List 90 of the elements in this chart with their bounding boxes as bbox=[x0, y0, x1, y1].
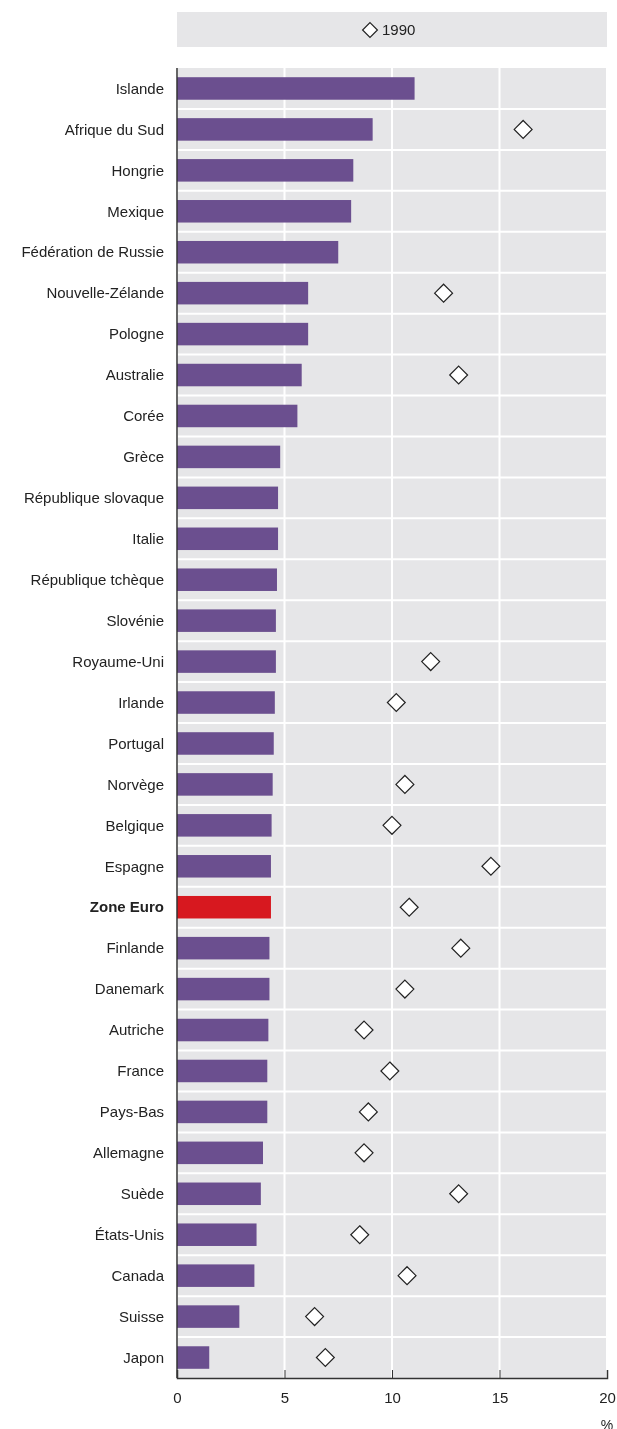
point bbox=[315, 1347, 335, 1368]
x-tick-label: 0 bbox=[173, 1388, 182, 1406]
bar bbox=[177, 1141, 263, 1165]
point bbox=[449, 365, 469, 385]
bar bbox=[177, 609, 276, 632]
point bbox=[350, 1225, 370, 1245]
x-tick-label: 20 bbox=[599, 1388, 616, 1406]
legend-label: 1990 bbox=[382, 21, 416, 39]
point bbox=[513, 119, 533, 139]
bar bbox=[177, 732, 274, 755]
y-tick-label: Suède bbox=[120, 1185, 164, 1203]
y-tick-label: République slovaque bbox=[23, 489, 164, 507]
y-tick-label: Pologne bbox=[108, 325, 164, 343]
y-tick-label: France bbox=[117, 1062, 164, 1080]
y-tick-label: Royaume-Uni bbox=[72, 652, 164, 670]
y-tick-label: Autriche bbox=[108, 1021, 164, 1039]
bar bbox=[177, 568, 277, 591]
point bbox=[354, 1020, 374, 1040]
point bbox=[434, 283, 454, 303]
y-tick-label: Mexique bbox=[107, 202, 164, 220]
x-tick-label: 5 bbox=[280, 1388, 290, 1406]
bar bbox=[177, 1018, 269, 1042]
y-tick-label: Suisse bbox=[118, 1307, 164, 1325]
point bbox=[395, 979, 415, 999]
bar bbox=[177, 1264, 255, 1287]
bar bbox=[177, 404, 298, 428]
y-tick-label: Australie bbox=[105, 366, 164, 384]
y-tick-label: Norvège bbox=[107, 775, 164, 793]
y-tick-label: Zone Euro bbox=[89, 898, 164, 916]
y-tick-label: Fédération de Russie bbox=[21, 243, 164, 261]
x-tick-label: 10 bbox=[384, 1388, 401, 1406]
bar bbox=[177, 977, 270, 1001]
bar bbox=[177, 691, 275, 714]
y-tick-label: Nouvelle-Zélande bbox=[46, 284, 164, 302]
y-tick-label: Irlande bbox=[118, 693, 164, 711]
y-tick-label: Corée bbox=[123, 407, 164, 425]
bar bbox=[177, 445, 281, 469]
bar bbox=[177, 118, 373, 141]
y-tick-label: Canada bbox=[111, 1266, 165, 1284]
bar bbox=[177, 486, 279, 510]
bar bbox=[177, 1305, 240, 1328]
bar bbox=[177, 159, 354, 182]
bar bbox=[177, 1100, 268, 1124]
bar bbox=[177, 527, 279, 551]
bar bbox=[177, 281, 309, 305]
y-tick-label: Belgique bbox=[105, 816, 164, 834]
bar bbox=[177, 936, 270, 960]
y-tick-label: République tchèque bbox=[30, 570, 164, 588]
bar bbox=[177, 895, 271, 919]
bar bbox=[177, 240, 339, 264]
y-tick-label: Hongrie bbox=[111, 161, 164, 179]
point bbox=[421, 652, 441, 672]
bar bbox=[177, 1059, 268, 1083]
point bbox=[395, 774, 415, 794]
point bbox=[386, 692, 406, 713]
x-tick-label: 15 bbox=[491, 1388, 509, 1406]
bar bbox=[177, 650, 276, 673]
bar bbox=[177, 1223, 257, 1246]
point bbox=[397, 1266, 417, 1286]
point bbox=[380, 1061, 400, 1081]
y-tick-label: Finlande bbox=[106, 939, 164, 957]
y-tick-label: Allemagne bbox=[93, 1144, 164, 1162]
bar bbox=[177, 363, 302, 387]
bar bbox=[177, 855, 271, 878]
bar bbox=[177, 814, 272, 837]
point bbox=[305, 1307, 325, 1327]
point bbox=[449, 1184, 469, 1204]
y-tick-label: Pays-Bas bbox=[99, 1103, 164, 1121]
point bbox=[399, 897, 419, 917]
point bbox=[451, 938, 471, 958]
point bbox=[358, 1102, 378, 1122]
y-tick-label: Afrique du Sud bbox=[64, 120, 164, 138]
y-tick-label: Islande bbox=[115, 79, 164, 97]
bar bbox=[177, 1346, 210, 1369]
point bbox=[382, 815, 402, 835]
bar bbox=[177, 322, 309, 346]
y-tick-label: Japon bbox=[123, 1348, 164, 1366]
y-tick-label: États-Unis bbox=[94, 1225, 164, 1243]
y-tick-label: Espagne bbox=[104, 857, 164, 875]
y-tick-label: Danemark bbox=[94, 980, 165, 998]
bar bbox=[177, 200, 352, 223]
point bbox=[481, 856, 501, 876]
point bbox=[354, 1143, 374, 1163]
y-tick-label: Slovénie bbox=[106, 611, 164, 629]
y-tick-label: Italie bbox=[132, 530, 164, 548]
bar bbox=[177, 77, 415, 100]
y-tick-label: Grèce bbox=[123, 448, 164, 466]
bar bbox=[177, 1182, 261, 1206]
bar bbox=[177, 773, 273, 796]
y-tick-label: Portugal bbox=[108, 734, 164, 752]
